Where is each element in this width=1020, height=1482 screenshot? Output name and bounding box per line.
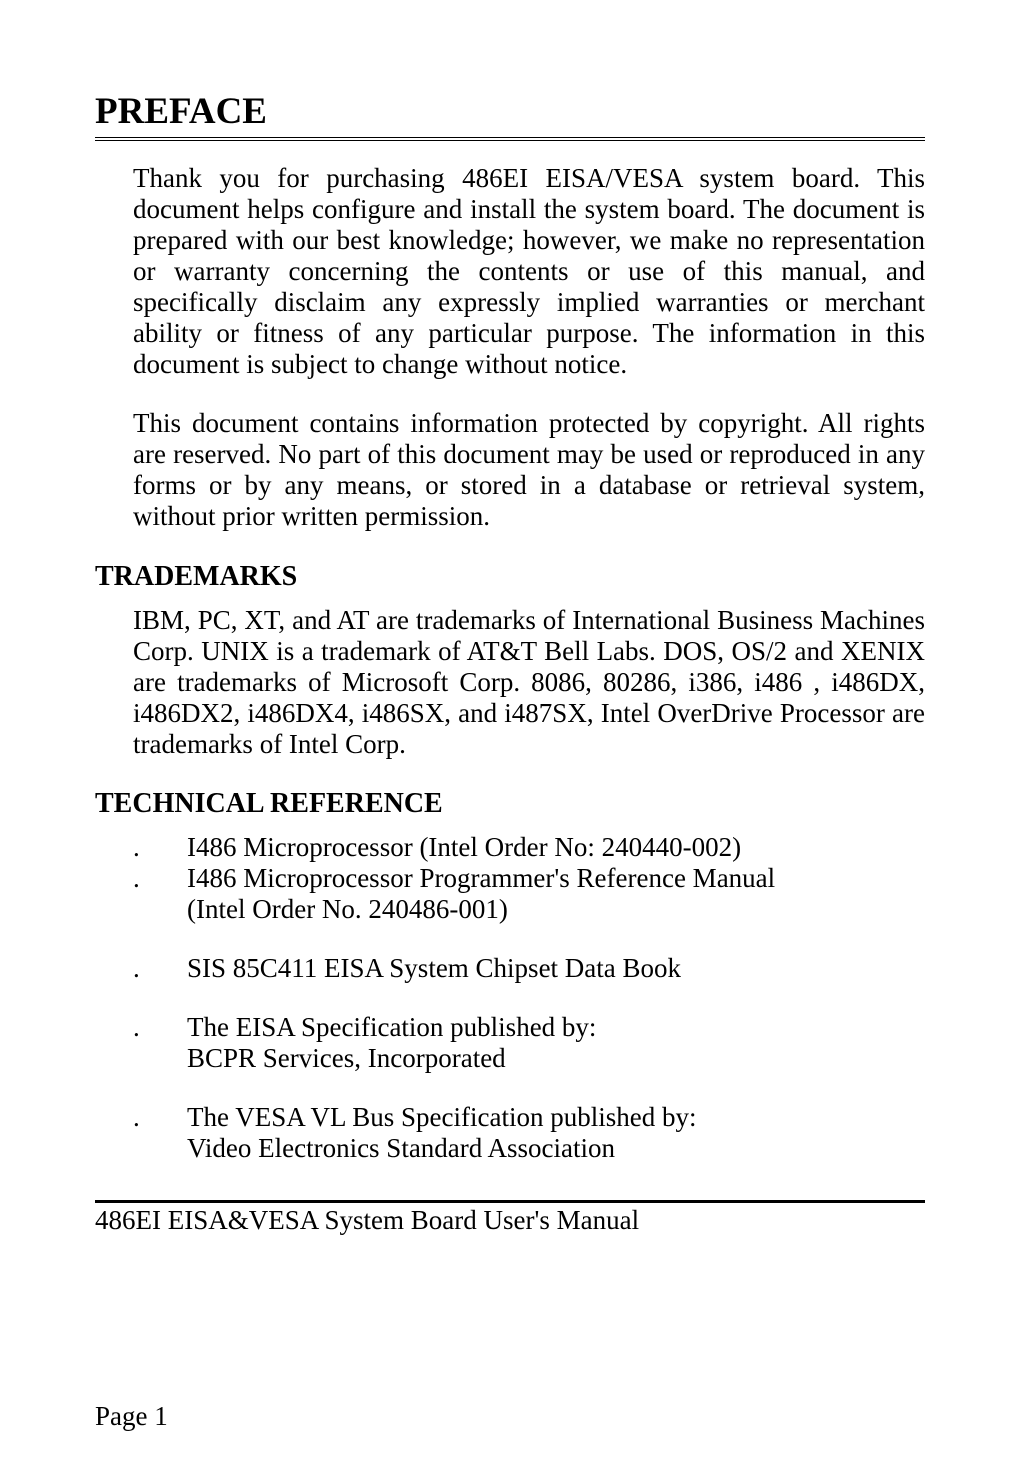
list-bullet: . bbox=[133, 953, 187, 984]
list-line2: BCPR Services, Incorporated bbox=[187, 1043, 506, 1073]
list-text: The VESA VL Bus Specification published … bbox=[187, 1102, 925, 1164]
list-text: I486 Microprocessor Programmer's Referen… bbox=[187, 863, 925, 925]
list-line1: The VESA VL Bus Specification published … bbox=[187, 1102, 696, 1132]
title-underline bbox=[95, 137, 925, 141]
intro-paragraph-1: Thank you for purchasing 486EI EISA/VESA… bbox=[133, 163, 925, 380]
list-bullet: . bbox=[133, 832, 187, 863]
list-item: . The VESA VL Bus Specification publishe… bbox=[133, 1102, 925, 1164]
list-line1: I486 Microprocessor Programmer's Referen… bbox=[187, 863, 775, 893]
list-text: SIS 85C411 EISA System Chipset Data Book bbox=[187, 953, 925, 984]
list-line1: The EISA Specification published by: bbox=[187, 1012, 596, 1042]
footer-text: 486EI EISA&VESA System Board User's Manu… bbox=[95, 1205, 925, 1236]
technical-reference-list: . I486 Microprocessor (Intel Order No: 2… bbox=[133, 832, 925, 1164]
footer-rule bbox=[95, 1200, 925, 1203]
list-item: . The EISA Specification published by: B… bbox=[133, 1012, 925, 1074]
list-bullet: . bbox=[133, 863, 187, 925]
list-item: . I486 Microprocessor (Intel Order No: 2… bbox=[133, 832, 925, 863]
list-text: The EISA Specification published by: BCP… bbox=[187, 1012, 925, 1074]
list-text: I486 Microprocessor (Intel Order No: 240… bbox=[187, 832, 925, 863]
trademarks-heading: TRADEMARKS bbox=[95, 561, 925, 593]
list-bullet: . bbox=[133, 1102, 187, 1164]
list-line2: (Intel Order No. 240486-001) bbox=[187, 894, 508, 924]
list-item: . SIS 85C411 EISA System Chipset Data Bo… bbox=[133, 953, 925, 984]
list-item: . I486 Microprocessor Programmer's Refer… bbox=[133, 863, 925, 925]
list-line2: Video Electronics Standard Association bbox=[187, 1133, 615, 1163]
technical-reference-heading: TECHNICAL REFERENCE bbox=[95, 788, 925, 820]
page-number: Page 1 bbox=[95, 1401, 168, 1432]
list-bullet: . bbox=[133, 1012, 187, 1074]
intro-paragraph-2: This document contains information prote… bbox=[133, 408, 925, 532]
trademarks-body: IBM, PC, XT, and AT are trademarks of In… bbox=[133, 605, 925, 760]
preface-title: PREFACE bbox=[95, 90, 925, 133]
